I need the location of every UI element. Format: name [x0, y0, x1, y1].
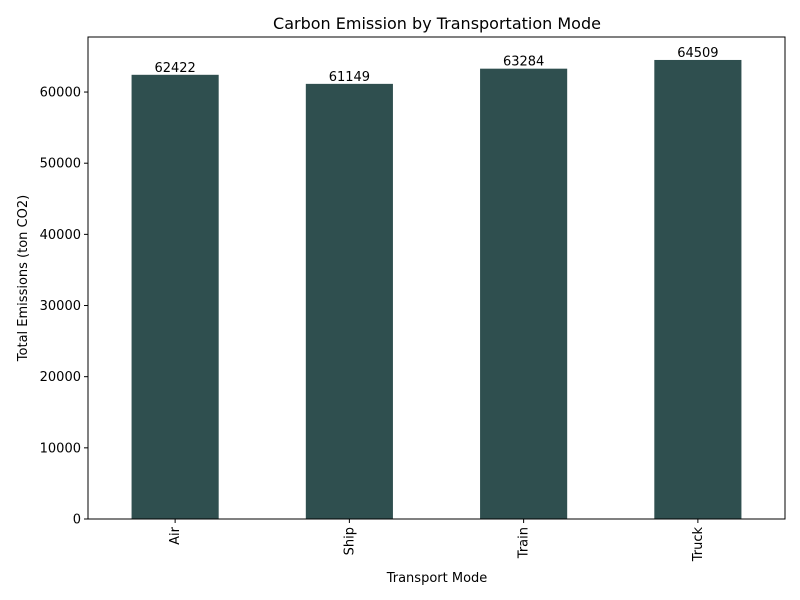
x-tick-label: Ship	[342, 527, 357, 555]
data-label-air: 62422	[154, 61, 195, 76]
y-tick-label: 20000	[40, 370, 81, 385]
y-tick-label: 10000	[40, 441, 81, 456]
data-labels-group: 62422 61149 63284 64509	[154, 46, 718, 85]
x-tick-label: Train	[517, 527, 532, 559]
data-label-ship: 61149	[329, 70, 370, 85]
y-axis: 0 10000 20000 30000 40000 50000 60000	[40, 86, 88, 528]
x-axis: Air Ship Train Truck	[168, 519, 706, 562]
y-axis-title: Total Emissions (ton CO2)	[16, 195, 31, 362]
bar-truck	[654, 59, 742, 519]
bars-group	[131, 59, 742, 520]
bar-ship	[305, 83, 393, 519]
x-tick-label: Truck	[691, 527, 706, 563]
y-tick-label: 60000	[40, 86, 81, 101]
bar-air	[131, 74, 219, 519]
bar-train	[480, 68, 568, 520]
x-axis-title: Transport Mode	[386, 571, 488, 586]
y-tick-label: 40000	[40, 228, 81, 243]
data-label-truck: 64509	[677, 46, 718, 61]
data-label-train: 63284	[503, 55, 544, 70]
chart-title: Carbon Emission by Transportation Mode	[273, 14, 601, 33]
y-tick-label: 50000	[40, 157, 81, 172]
y-tick-label: 0	[73, 513, 81, 528]
x-tick-label: Air	[168, 526, 183, 545]
plot-frame	[87, 36, 786, 520]
y-tick-label: 30000	[40, 299, 81, 314]
